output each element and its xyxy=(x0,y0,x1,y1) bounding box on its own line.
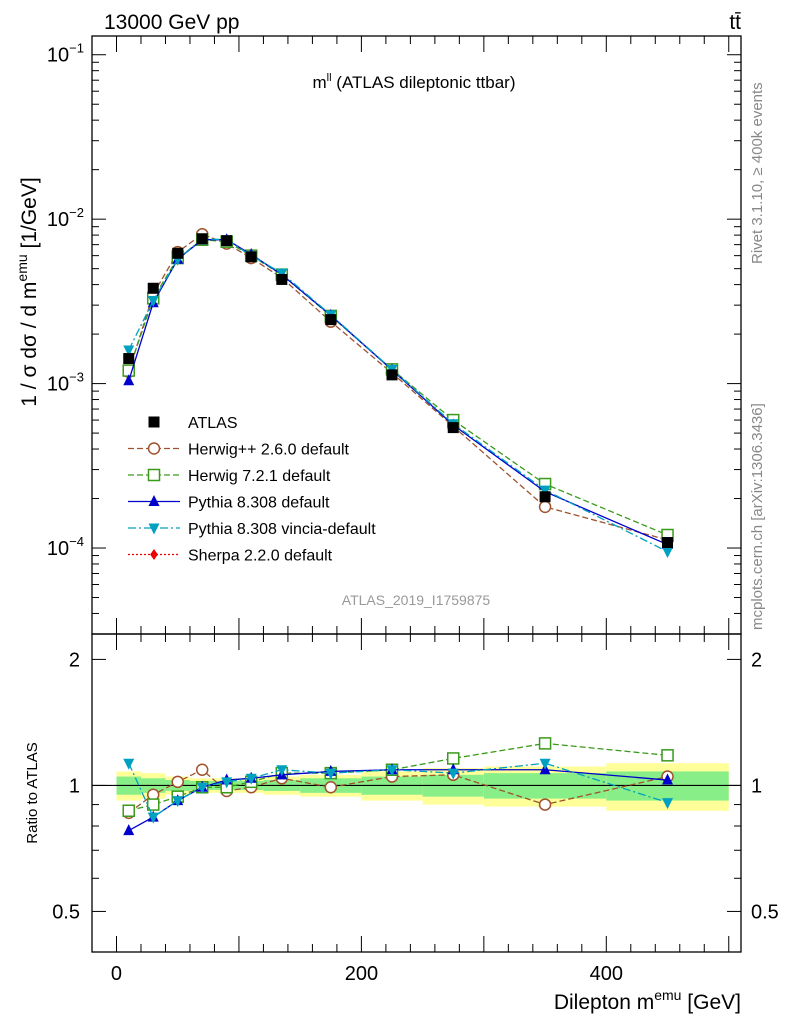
plot-canvas: 13000 GeV pp tt̄ Rivet 3.1.10, ≥ 400k ev… xyxy=(0,0,786,1024)
ratio-point xyxy=(197,764,208,775)
main-x-axis-ticks xyxy=(116,36,728,634)
ratio-point xyxy=(540,738,551,749)
data-point xyxy=(448,422,459,433)
rivet-label: Rivet 3.1.10, ≥ 400k events xyxy=(749,82,766,264)
main-y-tick-label: 10−3 xyxy=(47,370,84,396)
x-axis-label: Dilepton memu [GeV] xyxy=(554,987,741,1014)
legend-label: Sherpa 2.2.0 default xyxy=(188,548,333,565)
data-point xyxy=(172,248,183,259)
legend-marker xyxy=(149,470,160,481)
legend-entry: Herwig 7.2.1 default xyxy=(128,468,331,485)
data-point xyxy=(387,369,398,380)
ratio-point xyxy=(662,750,673,761)
ratio-y-tick-label: 0.5 xyxy=(52,901,80,923)
legend-entry: Sherpa 2.2.0 default xyxy=(128,548,333,565)
legend-label: Herwig 7.2.1 default xyxy=(188,468,331,485)
series-line xyxy=(129,240,668,535)
x-tick-label: 400 xyxy=(590,963,623,985)
legend-marker xyxy=(149,524,160,535)
data-point xyxy=(197,233,208,244)
data-point xyxy=(123,353,134,364)
analysis-watermark: ATLAS_2019_I1759875 xyxy=(342,592,491,608)
data-point xyxy=(221,235,232,246)
data-point xyxy=(276,274,287,285)
legend-marker xyxy=(149,495,160,506)
main-y-axis: 10−4 10−3 10−2 10−1 xyxy=(47,41,741,634)
ratio-point xyxy=(123,759,134,770)
legend-entry: Pythia 8.308 vincia-default xyxy=(128,521,376,538)
ratio-point xyxy=(148,813,159,824)
ratio-point xyxy=(448,753,459,764)
data-point xyxy=(148,283,159,294)
main-plot-frame xyxy=(92,36,741,634)
ratio-y-tick-label-right: 0.5 xyxy=(751,901,779,923)
ratio-point xyxy=(325,782,336,793)
main-y-tick-label: 10−4 xyxy=(47,534,84,560)
data-point xyxy=(540,491,551,502)
ratio-plot-panel: 0.5 0.5 1 1 2 2 0 200 400 Ratio to ATLAS Dilept… xyxy=(24,634,779,1014)
energy-label: 13000 GeV pp xyxy=(104,11,239,34)
ratio-y-tick-label-right: 2 xyxy=(751,649,762,671)
data-point xyxy=(540,501,551,512)
ratio-y-tick-label-right: 1 xyxy=(751,775,762,797)
data-point xyxy=(325,314,336,325)
ratio-point xyxy=(123,805,134,816)
process-label: tt̄ xyxy=(729,11,741,34)
data-point xyxy=(662,547,673,558)
legend-label: Herwig++ 2.6.0 default xyxy=(188,442,350,459)
legend-marker xyxy=(149,417,160,428)
legend: ATLAS Herwig++ 2.6.0 default Herwig 7.2.1 … xyxy=(128,415,376,565)
x-tick-label: 200 xyxy=(345,963,378,985)
main-y-tick-label: 10−2 xyxy=(47,205,84,231)
legend-label: ATLAS xyxy=(188,415,238,432)
mcplots-label: mcplots.cern.ch [arXiv:1306.3436] xyxy=(749,403,766,630)
x-tick-label: 0 xyxy=(111,963,122,985)
plot-title: mll (ATLAS dileptonic ttbar) xyxy=(313,72,516,92)
data-point xyxy=(246,251,257,262)
data-point xyxy=(662,537,673,548)
legend-entry: Herwig++ 2.6.0 default xyxy=(128,442,350,459)
legend-entry: ATLAS xyxy=(149,415,238,432)
ratio-point xyxy=(123,824,134,835)
legend-marker xyxy=(149,443,160,454)
ratio-y-tick-label: 1 xyxy=(69,775,80,797)
legend-label: Pythia 8.308 vincia-default xyxy=(188,521,376,538)
legend-entry: Pythia 8.308 default xyxy=(128,495,330,512)
ratio-y-tick-label: 2 xyxy=(69,649,80,671)
ratio-point xyxy=(540,799,551,810)
main-plot-panel: 10−4 10−3 10−2 10−1 mll (ATLAS dileptonic t… xyxy=(14,36,741,634)
main-y-tick-label: 10−1 xyxy=(47,41,84,67)
legend-marker xyxy=(150,549,158,560)
main-y-axis-label: 1 / σ dσ / d memu [1/GeV] xyxy=(14,177,41,406)
legend-label: Pythia 8.308 default xyxy=(188,495,330,512)
ratio-y-axis-label: Ratio to ATLAS xyxy=(24,742,41,843)
ratio-point xyxy=(172,776,183,787)
